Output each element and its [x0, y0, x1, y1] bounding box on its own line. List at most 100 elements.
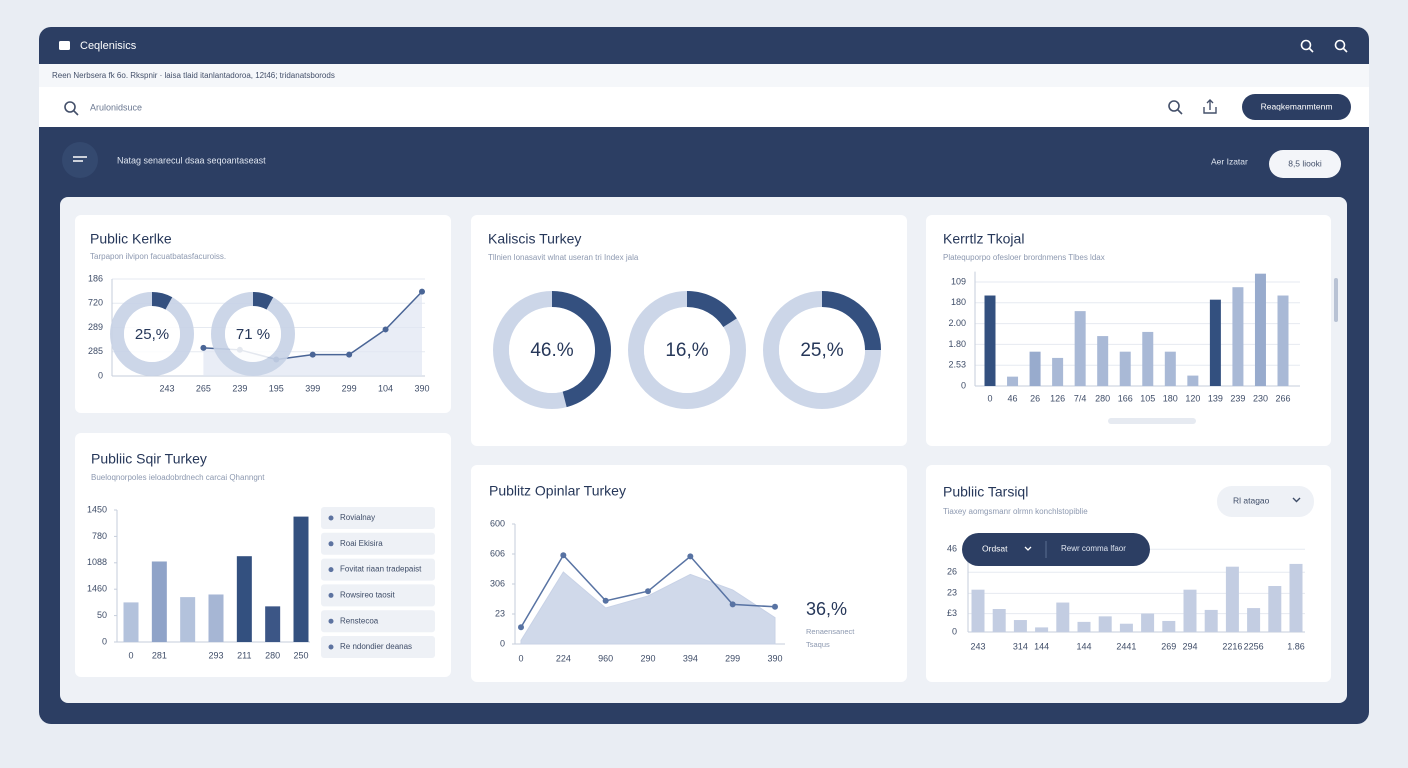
breadcrumb-bar	[39, 64, 1369, 87]
banner-button[interactable]	[1269, 150, 1341, 178]
highlight-value: 36,%	[806, 599, 847, 619]
y-tick-label: 23	[495, 608, 505, 618]
donut-label: 16,%	[665, 340, 708, 361]
x-tick-label: 104	[378, 383, 393, 393]
breadcrumb: Reen Nerbsera fk 6o. Rkspnir · laisa tla…	[52, 71, 335, 80]
y-tick-label: 186	[88, 273, 103, 283]
point	[518, 624, 524, 631]
x-tick-label: 126	[1050, 393, 1065, 403]
banner-label: Aer Izatar	[1211, 156, 1248, 166]
toggle-option[interactable]: Rewr comma lfaor	[1061, 544, 1126, 553]
donut-segment	[252, 292, 274, 310]
y-tick-label: 0	[961, 380, 966, 390]
dropdown-chevron	[1292, 497, 1301, 503]
donut-segment	[551, 291, 611, 408]
share-icon[interactable]	[1203, 99, 1217, 114]
bar	[1035, 627, 1049, 632]
y-tick-label: 289	[88, 322, 103, 332]
x-tick-label: 293	[208, 650, 223, 660]
bar	[1142, 331, 1154, 386]
legend-label[interactable]: Rowsireo taosit	[340, 591, 395, 600]
banner-button-label[interactable]: 8,5 liooki	[1288, 158, 1322, 168]
y-tick-label: 720	[88, 298, 103, 308]
legend-item[interactable]	[321, 532, 435, 555]
legend-dot	[328, 515, 334, 521]
header-search[interactable]	[1300, 39, 1314, 53]
bar	[992, 609, 1006, 632]
panel-title: Kerrtlz Tkojal	[943, 231, 1024, 247]
x-tick-label: 280	[1095, 393, 1110, 403]
dropdown[interactable]	[1217, 486, 1314, 517]
bar	[151, 561, 167, 642]
x-tick-label: 2256	[1244, 641, 1264, 651]
y-tick-label: 50	[97, 610, 107, 620]
y-tick-label: 0	[500, 638, 505, 648]
x-tick-label: 230	[1253, 393, 1268, 403]
x-tick-label: 390	[767, 653, 782, 663]
legend-label[interactable]: Rovialnay	[340, 513, 375, 522]
x-tick-label: 166	[1118, 393, 1133, 403]
point	[687, 553, 694, 560]
action-button[interactable]	[1242, 94, 1351, 120]
bar	[123, 602, 139, 642]
y-tick-label: 2.53	[948, 360, 966, 370]
legend-label[interactable]: Renstecoa	[340, 616, 379, 625]
legend-label[interactable]: Roai Ekisira	[340, 539, 383, 548]
legend-item[interactable]	[321, 558, 435, 581]
x-tick-label: 960	[598, 653, 613, 663]
x-tick-label: 299	[725, 653, 740, 663]
bar	[1247, 608, 1261, 632]
app-title: Ceqlenisics	[80, 40, 137, 52]
legend-item[interactable]	[321, 584, 435, 607]
bar	[1097, 336, 1109, 386]
x-tick-label: 144	[1076, 641, 1091, 651]
legend-item[interactable]	[321, 636, 435, 658]
scrollbar[interactable]	[1334, 278, 1338, 322]
bar	[1098, 616, 1112, 632]
y-tick-label: 26	[947, 567, 957, 577]
legend-label[interactable]: Fovitat riaan tradepaist	[340, 565, 422, 574]
y-tick-label: 23	[947, 588, 957, 598]
y-tick-label: 0	[98, 370, 103, 380]
x-tick-label: 269	[1161, 641, 1176, 651]
y-tick-label: 780	[92, 531, 107, 541]
x-tick-label: 46	[1008, 393, 1018, 403]
bar	[1164, 351, 1176, 386]
action-button-label[interactable]: Reaqkemanmtenm	[1261, 101, 1333, 111]
donut-label: 46.%	[530, 340, 573, 361]
header-search-2[interactable]	[1334, 39, 1348, 53]
bar	[1254, 273, 1266, 386]
panel-title: Public Kerlke	[90, 231, 172, 247]
dropdown-label[interactable]: Rl atagao	[1233, 495, 1270, 505]
y-tick-label: 600	[490, 518, 505, 528]
point	[560, 552, 567, 559]
x-tick-label: 281	[152, 650, 167, 660]
y-tick-label: 109	[951, 276, 966, 286]
toolbar-search[interactable]	[1168, 100, 1183, 115]
bar	[1119, 623, 1133, 632]
x-tick-label: 390	[414, 383, 429, 393]
search-input[interactable]: Arulonidsuce	[90, 102, 142, 112]
panel-subtitle: Tllnien lonasavit wlnat useran tri Index…	[488, 253, 639, 262]
legend-item[interactable]	[321, 610, 435, 633]
bar	[1077, 621, 1091, 632]
toggle-option[interactable]: Ordsat	[982, 543, 1008, 553]
x-tick-label: 0	[518, 653, 523, 663]
search-icon[interactable]	[64, 101, 79, 116]
bar	[1268, 586, 1282, 632]
x-tick-label: 243	[159, 383, 174, 393]
legend-label[interactable]: Re ndondier deanas	[340, 642, 412, 651]
legend-item[interactable]	[321, 507, 435, 529]
y-tick-label: 46	[947, 544, 957, 554]
bar	[1119, 351, 1131, 386]
bar	[1289, 563, 1303, 632]
bar	[1013, 620, 1027, 632]
donut-segment	[686, 291, 737, 328]
y-tick-label: 1450	[87, 504, 107, 514]
legend-dot	[328, 618, 334, 624]
banner-icon-lines	[73, 156, 87, 162]
toggle[interactable]	[962, 533, 1150, 566]
y-tick-label: 0	[952, 626, 957, 636]
point	[382, 326, 389, 333]
